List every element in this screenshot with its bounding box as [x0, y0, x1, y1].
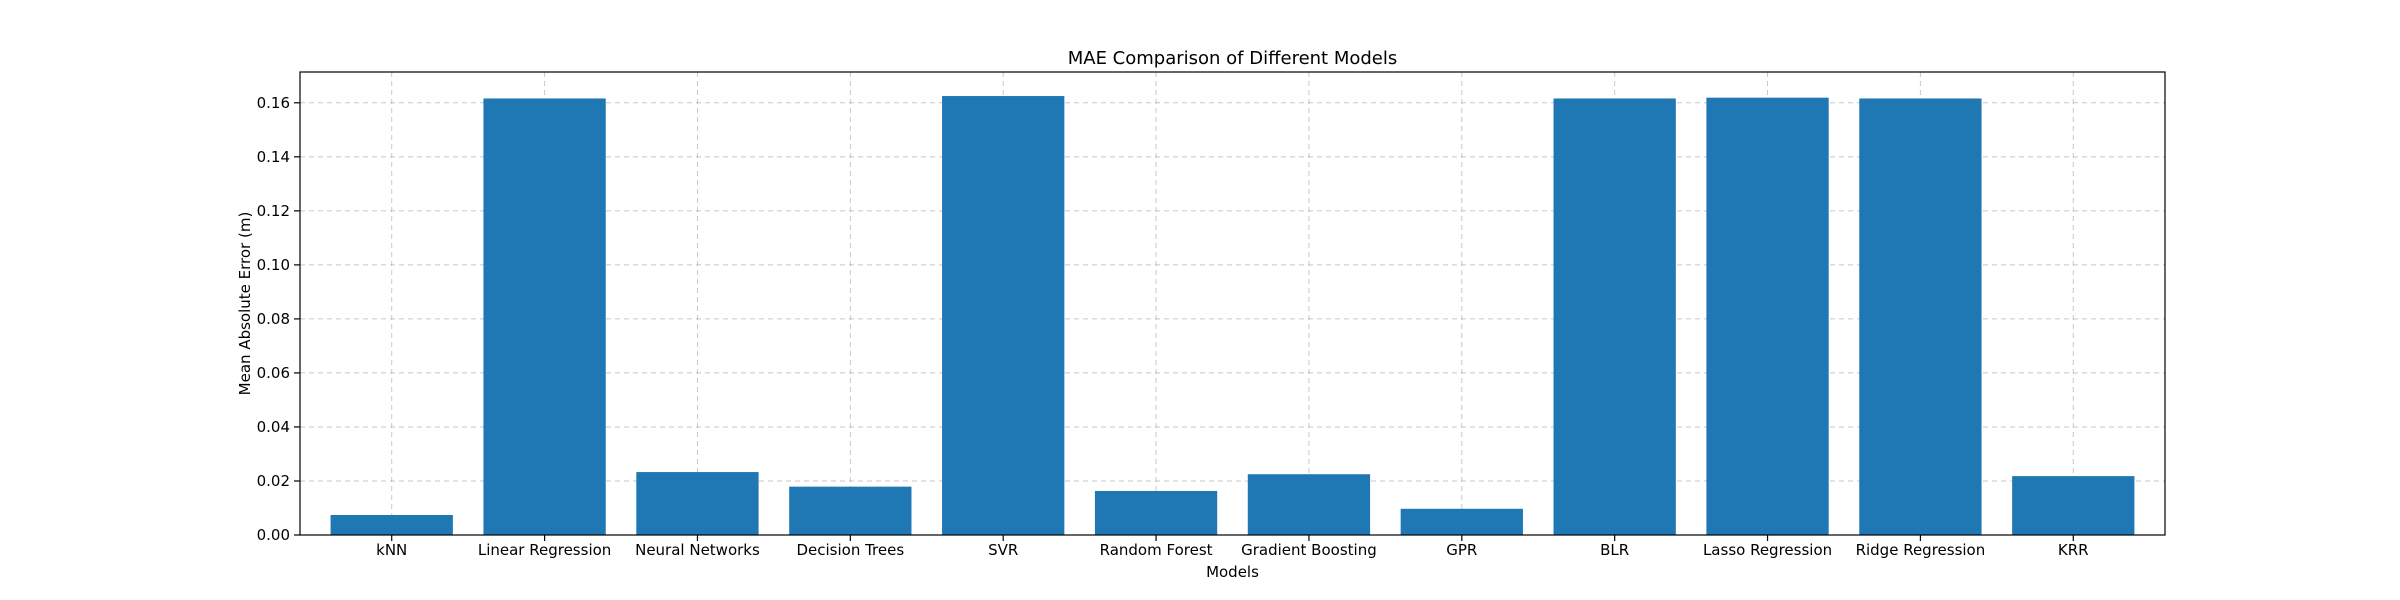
bar-neural-networks — [636, 472, 759, 535]
y-tick-label: 0.16 — [257, 94, 290, 112]
x-tick-label: KRR — [2058, 541, 2089, 559]
x-tick-label: BLR — [1600, 541, 1629, 559]
bar-krr — [2012, 476, 2135, 535]
chart-title: MAE Comparison of Different Models — [1068, 48, 1398, 69]
x-tick-label: SVR — [988, 541, 1018, 559]
y-tick-label: 0.10 — [257, 256, 290, 274]
y-tick-label: 0.00 — [257, 526, 290, 544]
x-tick-label: Ridge Regression — [1856, 541, 1986, 559]
bar-decision-trees — [789, 486, 912, 535]
x-tick-label: Random Forest — [1100, 541, 1213, 559]
x-tick-label: Linear Regression — [478, 541, 611, 559]
bar-lasso-regression — [1706, 97, 1829, 535]
bar-gpr — [1400, 508, 1523, 535]
bar-svr — [942, 96, 1065, 536]
x-tick-label: Lasso Regression — [1703, 541, 1832, 559]
y-tick-label: 0.08 — [257, 310, 290, 328]
bar-knn — [330, 515, 453, 535]
x-tick-label: Neural Networks — [635, 541, 760, 559]
y-tick-label: 0.14 — [257, 148, 290, 166]
plot-area-frame — [299, 71, 2166, 536]
y-tick-label: 0.02 — [257, 472, 290, 490]
x-axis: kNN Linear Regression Neural Networks Decis… — [376, 535, 2089, 559]
x-tick-label: GPR — [1446, 541, 1477, 559]
x-tick-label: Decision Trees — [796, 541, 904, 559]
bar-gradient-boosting — [1247, 474, 1371, 535]
x-tick-label: kNN — [376, 541, 407, 559]
bar-random-forest — [1094, 490, 1218, 535]
y-tick-label: 0.04 — [257, 418, 290, 436]
bars — [330, 96, 2135, 536]
x-tick-label: Gradient Boosting — [1241, 541, 1377, 559]
bar-ridge-regression — [1859, 98, 1982, 535]
bar-linear-regression — [483, 98, 606, 535]
x-axis-title: Models — [1206, 563, 1259, 581]
y-axis-title: Mean Absolute Error (m) — [236, 212, 254, 396]
y-axis: 0.00 0.02 0.04 0.06 0.08 0.10 0.12 0.14 0.16 — [257, 94, 300, 544]
y-tick-label: 0.12 — [257, 202, 290, 220]
bar-blr — [1553, 98, 1676, 535]
y-tick-label: 0.06 — [257, 364, 290, 382]
